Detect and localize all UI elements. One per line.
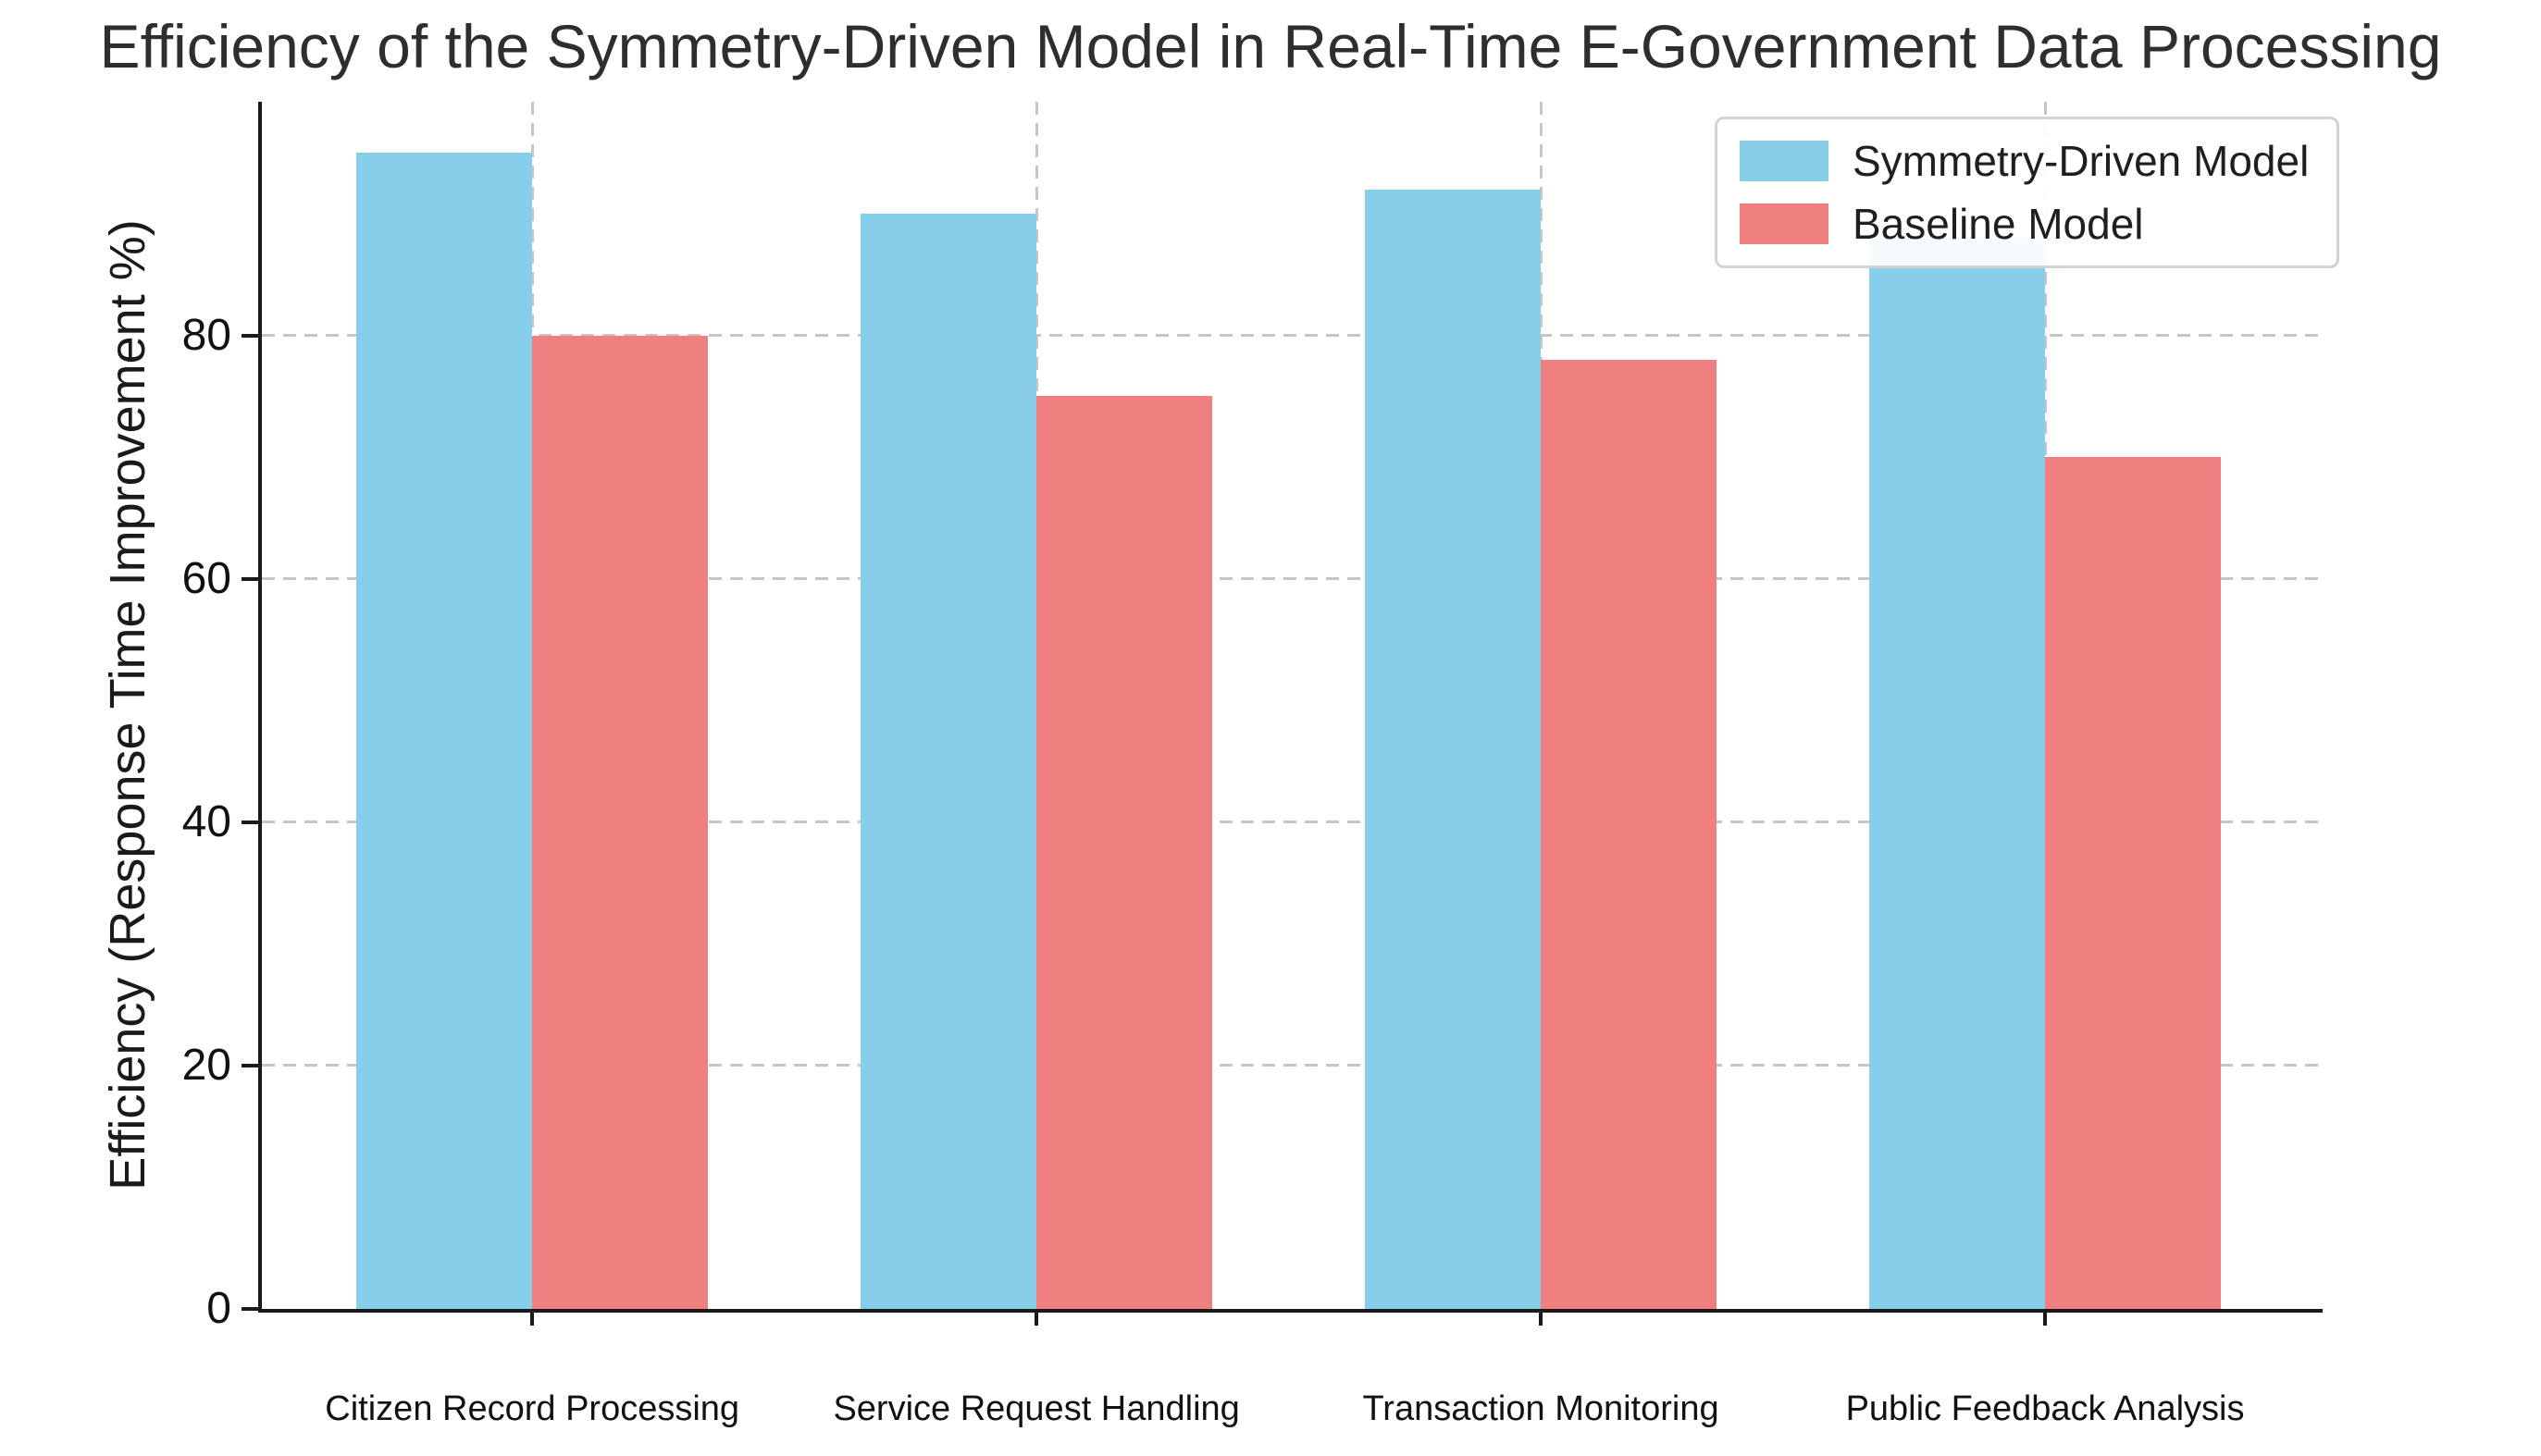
y-tick-mark	[242, 576, 258, 581]
plot-area	[262, 102, 2323, 1309]
legend-swatch-baseline-icon	[1740, 204, 1828, 244]
bar-symmetry	[356, 153, 533, 1309]
legend-item: Baseline Model	[1740, 199, 2309, 249]
legend-label: Baseline Model	[1853, 200, 2144, 248]
y-tick-mark	[242, 1063, 258, 1067]
bar-symmetry	[1365, 189, 1542, 1309]
h-gridline	[262, 821, 2323, 824]
bar-baseline	[2045, 457, 2221, 1309]
chart-title: Efficiency of the Symmetry-Driven Model …	[99, 12, 2442, 80]
y-tick-label: 0	[206, 1284, 231, 1333]
y-tick-mark	[242, 333, 258, 338]
bar-baseline	[1541, 359, 1717, 1309]
h-gridline	[262, 334, 2323, 338]
bar-baseline	[532, 335, 709, 1309]
x-tick-label: Public Feedback Analysis	[1845, 1389, 2245, 1428]
legend: Symmetry-Driven Model Baseline Model	[1715, 117, 2340, 268]
x-tick-mark	[1035, 1309, 1039, 1326]
legend-swatch-symmetry-icon	[1740, 141, 1828, 181]
bar-baseline	[1036, 396, 1213, 1309]
y-tick-label: 60	[181, 553, 231, 603]
y-axis-spine	[258, 102, 262, 1313]
h-gridline	[262, 577, 2323, 581]
y-tick-label: 20	[181, 1040, 231, 1090]
y-tick-mark	[242, 1307, 258, 1311]
x-tick-mark	[530, 1309, 535, 1326]
legend-label: Symmetry-Driven Model	[1853, 137, 2310, 185]
bar-symmetry	[861, 214, 1037, 1309]
x-tick-label: Service Request Handling	[833, 1389, 1240, 1428]
legend-item: Symmetry-Driven Model	[1740, 136, 2309, 186]
y-tick-label: 40	[181, 796, 231, 846]
x-axis-spine	[258, 1309, 2323, 1313]
h-gridline	[262, 1064, 2323, 1067]
x-tick-label: Transaction Monitoring	[1362, 1389, 1719, 1428]
bar-symmetry	[1869, 238, 2045, 1309]
x-tick-label: Citizen Record Processing	[325, 1389, 740, 1428]
y-tick-mark	[242, 820, 258, 824]
y-tick-label: 80	[181, 310, 231, 360]
x-tick-mark	[2043, 1309, 2048, 1326]
x-tick-mark	[1539, 1309, 1543, 1326]
